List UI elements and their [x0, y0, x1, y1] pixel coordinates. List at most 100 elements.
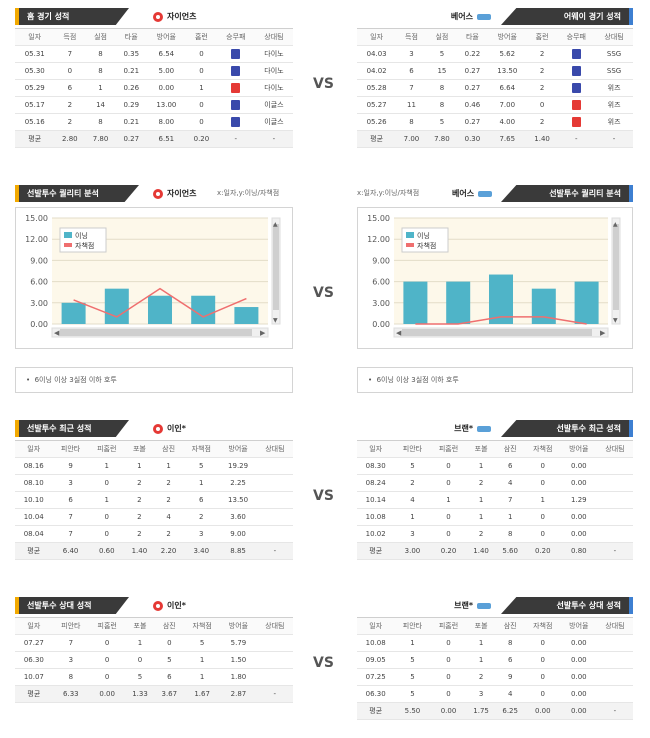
table-cell: 0.20 — [524, 542, 561, 560]
quality-left-title: 선발투수 퀄리티 분석 — [19, 185, 139, 202]
table-cell: 0 — [430, 685, 467, 703]
table-cell: 0.22 — [457, 45, 488, 63]
table-cell: 0 — [524, 508, 561, 526]
table-header-row: 일자 득점 실점 타율 방어율 홈런 승무패 상대팀 — [15, 28, 293, 46]
table-cell: 위즈 — [595, 96, 633, 114]
table-cell: 1.40 — [466, 542, 496, 560]
table-cell: 승무패 — [557, 28, 596, 46]
table-cell: 2.87 — [220, 685, 257, 703]
table-cell: 1 — [124, 457, 154, 475]
table-cell: 1.80 — [220, 668, 257, 686]
table-cell: 2 — [124, 491, 154, 509]
vs-label-1: VS — [313, 76, 334, 92]
table-cell — [216, 79, 255, 97]
table-cell: 일자 — [357, 28, 397, 46]
table-cell: 8 — [85, 62, 116, 80]
bears-logo-icon — [477, 13, 491, 20]
y-tick-label: 0.00 — [30, 320, 48, 329]
legend-swatch-er — [406, 243, 414, 247]
table-cell: - — [596, 702, 633, 720]
table-cell: 1.67 — [183, 685, 221, 703]
quality-left-chart: 15.00 12.00 9.00 6.00 3.00 0.00 이닝 자책점 ◀ ▶ ▲ ▼ — [15, 207, 293, 349]
table-cell: 5 — [183, 457, 220, 475]
table-cell: 11 — [396, 96, 427, 114]
table-cell: 5 — [394, 685, 431, 703]
table-cell: 2 — [124, 508, 154, 526]
table-cell: 0.00 — [560, 634, 597, 652]
table-cell: 피안타 — [394, 440, 431, 458]
table-cell: 0 — [186, 62, 217, 80]
table-cell: 타율 — [457, 28, 488, 46]
table-row: 10.04 7 0 2 4 2 3.60 — [15, 508, 293, 526]
table-cell — [216, 113, 255, 131]
away-record-table: 일자 득점 실점 타율 방어율 홈런 승무패 상대팀 04.03 3 5 0.22 5.62 2 SSG 04… — [357, 28, 633, 148]
table-cell: 평균 — [15, 542, 53, 560]
table-cell: 실점 — [85, 28, 116, 46]
table-cell: 0.00 — [560, 508, 597, 526]
table-row: 05.26 8 5 0.27 4.00 2 위즈 — [357, 113, 633, 131]
vertical-scroll-thumb — [613, 224, 619, 310]
table-cell: 0 — [430, 474, 467, 492]
table-cell: 1 — [394, 634, 431, 652]
table-cell: 상대팀 — [596, 440, 633, 458]
table-cell: 6.25 — [495, 702, 525, 720]
table-cell: 1 — [394, 508, 431, 526]
table-cell: 0 — [524, 651, 561, 669]
table-cell: 1 — [430, 491, 467, 509]
table-cell: 08.30 — [357, 457, 395, 475]
table-cell: 05.17 — [15, 96, 55, 114]
legend-swatch-innings — [64, 232, 72, 238]
table-cell: 14 — [85, 96, 116, 114]
table-cell: 0 — [125, 651, 155, 669]
table-cell: 0 — [430, 634, 467, 652]
table-cell: 4.00 — [487, 113, 527, 131]
table-cell: 6 — [54, 79, 86, 97]
table-cell: 상대팀 — [595, 28, 633, 46]
table-header-row: 일자 피안타 피홈런 포볼 삼진 자책점 방어율 상대팀 — [357, 617, 633, 635]
table-cell: 0.00 — [560, 668, 597, 686]
table-cell: 2.20 — [153, 542, 184, 560]
table-cell — [596, 634, 633, 652]
table-cell: 0 — [89, 668, 126, 686]
horizontal-scroll-thumb — [60, 329, 252, 336]
table-cell: 0.20 — [186, 130, 217, 148]
table-cell — [256, 668, 293, 686]
table-cell: 1 — [88, 457, 125, 475]
table-cell: 8 — [426, 79, 458, 97]
bar — [191, 295, 216, 324]
table-cell: 3.67 — [154, 685, 184, 703]
loss-badge-icon — [571, 66, 581, 76]
table-cell: 3.60 — [219, 508, 257, 526]
sp-recent-right-name: 브랜* — [454, 424, 473, 433]
table-cell: 05.28 — [357, 79, 397, 97]
table-cell: 6.33 — [52, 685, 89, 703]
table-cell: 1.40 — [124, 542, 154, 560]
table-cell: 6 — [52, 491, 89, 509]
table-cell: 0 — [430, 457, 467, 475]
table-cell: 1.40 — [526, 130, 558, 148]
legend-label: 자책점 — [417, 241, 436, 250]
table-cell: 5 — [394, 457, 431, 475]
scroll-left-icon: ◀ — [396, 329, 402, 337]
table-cell: 자책점 — [524, 440, 561, 458]
table-cell: 7.65 — [487, 130, 527, 148]
table-cell: 8 — [426, 96, 458, 114]
bar — [403, 281, 428, 324]
table-cell: 0 — [88, 508, 125, 526]
loss-badge-icon — [231, 100, 241, 110]
table-cell: 2 — [526, 113, 558, 131]
table-cell: 19.29 — [219, 457, 257, 475]
quality-right-title: 선발투수 퀄리티 분석 — [501, 185, 629, 202]
table-cell: 자책점 — [183, 617, 221, 635]
table-cell: 피안타 — [52, 617, 89, 635]
table-cell: 7.80 — [85, 130, 116, 148]
home-record-table: 일자 득점 실점 타율 방어율 홈런 승무패 상대팀 05.31 7 8 0.35 6.54 0 다이노 05… — [15, 28, 293, 148]
table-cell: 2 — [153, 525, 184, 543]
table-cell: 0 — [430, 651, 467, 669]
giants-logo-icon — [153, 11, 163, 22]
table-cell — [557, 113, 596, 131]
giants-logo-icon — [153, 188, 163, 199]
table-cell: 6.54 — [146, 45, 187, 63]
legend-label: 이닝 — [75, 231, 88, 240]
table-cell: 삼진 — [153, 440, 184, 458]
